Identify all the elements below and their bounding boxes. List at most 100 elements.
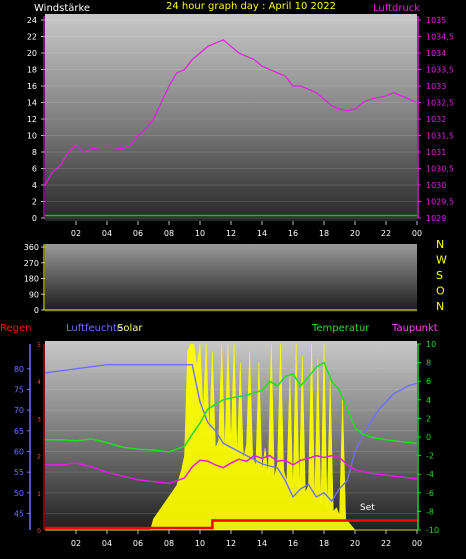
x-tick-label: 16	[288, 229, 298, 238]
x-tick-label: 04	[102, 539, 112, 548]
wind-direction-panel-bg	[45, 244, 417, 312]
page-title: 24 hour graph day : April 10 2022	[166, 1, 336, 12]
pressure-panel-bg	[45, 14, 417, 221]
x-tick-label: 16	[288, 539, 298, 548]
solar-label: Solar	[117, 323, 143, 334]
x-tick-label: 10	[195, 539, 205, 548]
wind-tick-label: 14	[27, 99, 37, 108]
humidity-line	[44, 363, 418, 503]
compass-label: N	[436, 238, 444, 251]
x-tick-label: 20	[350, 229, 360, 238]
dewpoint-line	[45, 454, 418, 485]
temperature-tick-label: -6	[426, 489, 434, 498]
pressure-tick-label: 1029	[426, 214, 446, 223]
pressure-axis: 1029 1029,5 1030 1030,5 1031 1031,5 1032 1032,5…	[417, 16, 454, 223]
temperature-tick-label: 0	[426, 433, 431, 442]
rain-line	[45, 519, 417, 530]
humidity-x-axis: 02 04 06 08 10 12 14 16 18 20 22 00	[71, 530, 422, 548]
x-tick-label: 08	[164, 229, 174, 238]
wind-tick-label: 8	[32, 148, 37, 157]
x-tick-label: 00	[412, 229, 422, 238]
temperature-label: Temperatur	[311, 323, 370, 334]
pressure-axis-title: Luftdruck	[373, 3, 420, 14]
wind-tick-label: 18	[27, 66, 37, 75]
pressure-tick-label: 1033	[426, 82, 446, 91]
temperature-axis: -10 -8 -6 -4 -2 0 2 4 6 8 10	[417, 340, 439, 535]
compass-label: W	[436, 254, 447, 267]
dewpoint-label: Taupunkt	[391, 323, 438, 334]
wind-tick-label: 12	[27, 115, 37, 124]
compass-label: S	[436, 269, 443, 282]
rain-tick-label: 4	[37, 379, 41, 386]
humidity-tick-label: 60	[14, 447, 24, 456]
wind-axis-title: Windstärke	[34, 3, 90, 14]
x-tick-label: 06	[133, 539, 143, 548]
x-tick-label: 18	[319, 539, 329, 548]
pressure-tick-label: 1032	[426, 115, 446, 124]
wind-tick-label: 24	[27, 16, 37, 25]
rain-tick-label: 2	[37, 454, 41, 461]
sunset-label: Set	[360, 503, 375, 513]
pressure-tick-label: 1029,5	[426, 198, 454, 207]
temperature-tick-label: -4	[426, 470, 434, 479]
pressure-x-axis: 02 04 06 08 10 12 14 16 18 20 22 00	[71, 221, 422, 238]
temperature-tick-label: 2	[426, 414, 431, 423]
temperature-tick-label: 6	[426, 377, 431, 386]
wind-tick-label: 16	[27, 82, 37, 91]
wind-tick-label: 10	[27, 132, 37, 141]
humidity-tick-label: 80	[14, 365, 24, 374]
x-tick-label: 14	[257, 539, 267, 548]
x-tick-label: 12	[226, 539, 236, 548]
x-tick-label: 08	[164, 539, 174, 548]
wind-tick-label: 0	[32, 214, 37, 223]
direction-tick-label: 360	[24, 243, 39, 252]
compass-label: N	[436, 300, 444, 313]
direction-tick-label: 270	[24, 259, 39, 268]
temperature-tick-label: 10	[426, 340, 436, 349]
x-tick-label: 00	[412, 539, 422, 548]
x-tick-label: 14	[257, 229, 267, 238]
pressure-tick-label: 1031	[426, 148, 446, 157]
x-tick-label: 18	[319, 229, 329, 238]
humidity-tick-label: 50	[14, 489, 24, 498]
rain-label: Regen	[0, 323, 32, 334]
solar-area	[45, 343, 417, 531]
temperature-tick-label: 4	[426, 396, 431, 405]
x-tick-label: 22	[381, 229, 391, 238]
wind-tick-label: 20	[27, 49, 37, 58]
wind-tick-label: 6	[32, 165, 37, 174]
humidity-tick-label: 45	[14, 509, 24, 518]
pressure-line	[44, 39, 418, 186]
humidity-tick-label: 65	[14, 427, 24, 436]
direction-tick-label: 0	[34, 306, 39, 315]
rain-tick-label: 1	[37, 491, 41, 498]
temperature-tick-label: -10	[426, 526, 439, 535]
pressure-tick-label: 1030	[426, 181, 446, 190]
x-tick-label: 10	[195, 229, 205, 238]
wind-direction-degree-axis: 0 90 180 270 360	[24, 243, 45, 315]
rain-axis: 0 1 2 3 4 5	[37, 342, 45, 535]
compass-label: O	[436, 285, 445, 298]
humidity-tick-label: 75	[14, 385, 24, 394]
rain-tick-label: 3	[37, 416, 41, 423]
pressure-tick-label: 1030,5	[426, 165, 454, 174]
x-tick-label: 20	[350, 539, 360, 548]
wind-tick-label: 22	[27, 33, 37, 42]
x-tick-label: 12	[226, 229, 236, 238]
x-tick-label: 22	[381, 539, 391, 548]
pressure-tick-label: 1033,5	[426, 66, 454, 75]
humidity-tick-label: 55	[14, 468, 24, 477]
pressure-gridlines	[45, 19, 417, 219]
direction-tick-label: 180	[24, 275, 39, 284]
rain-tick-label: 5	[37, 342, 41, 349]
x-tick-label: 04	[102, 229, 112, 238]
pressure-tick-label: 1034	[426, 49, 446, 58]
x-tick-label: 02	[71, 229, 81, 238]
pressure-tick-label: 1032,5	[426, 99, 454, 108]
